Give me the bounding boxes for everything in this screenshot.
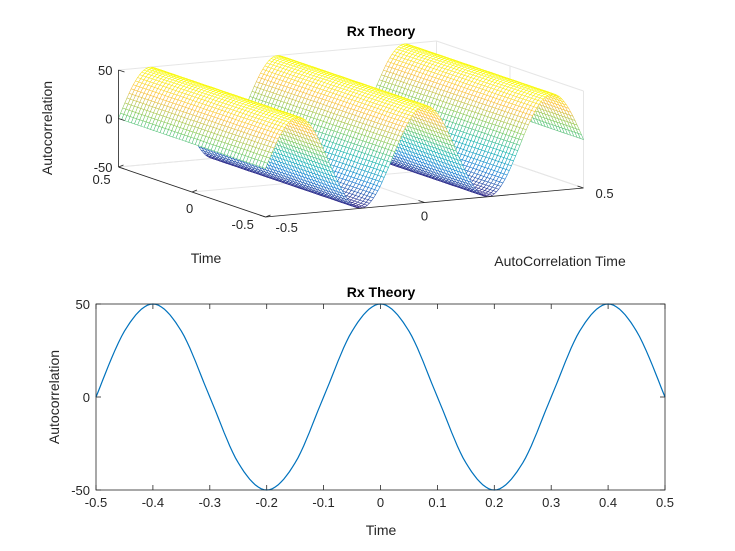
surface-mesh [118, 43, 584, 209]
surface-plot: 500-500.50-0.5 -0.500.5 Rx Theory Time Au… [39, 23, 626, 269]
